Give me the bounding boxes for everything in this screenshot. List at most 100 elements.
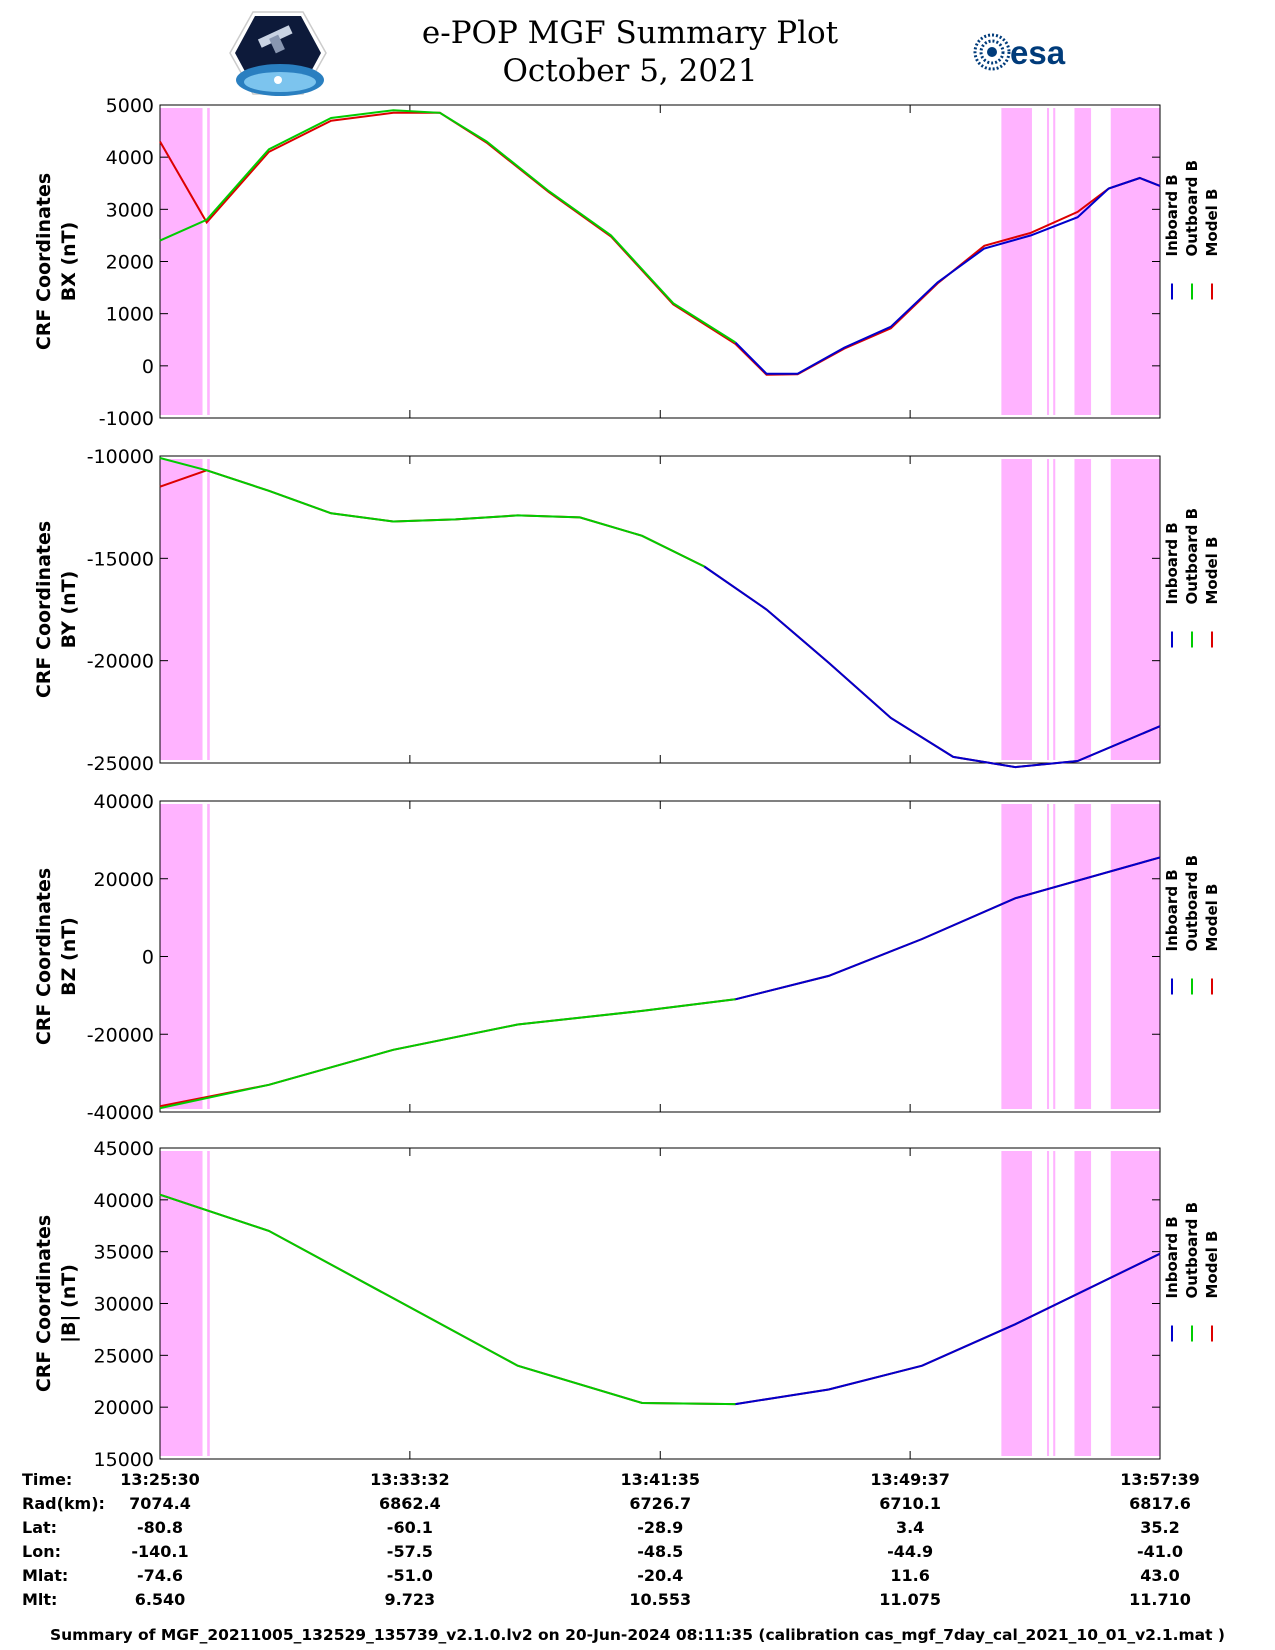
series-line-outboard-b	[159, 1193, 736, 1406]
shaded-interval	[1074, 459, 1092, 760]
stat-value: 35.2	[1140, 1518, 1180, 1537]
shaded-interval	[1110, 459, 1160, 760]
series-line-inboard-b	[734, 176, 1161, 375]
plot-title: e-POP MGF Summary Plot October 5, 2021	[400, 14, 860, 90]
y-tick-label: -1000	[99, 408, 154, 430]
stat-value: 3.4	[895, 1518, 925, 1537]
y-tick-label: 4000	[106, 147, 154, 169]
stat-row-label: Mlt:	[22, 1590, 58, 1609]
stat-value: 6862.4	[378, 1494, 441, 1513]
stat-row-label: Rad(km):	[22, 1494, 105, 1513]
stat-value: -74.6	[136, 1566, 184, 1585]
shaded-interval	[1110, 804, 1160, 1109]
legend-label: Model B	[1203, 884, 1221, 952]
stat-row-label: Lon:	[22, 1542, 61, 1561]
y-tick-label: 0	[142, 947, 154, 969]
y-axis-label: CRF Coordinates	[33, 173, 55, 350]
legend-label: Inboard B	[1163, 869, 1181, 951]
y-tick-label: -20000	[87, 1024, 154, 1046]
stat-value: 13:25:30	[120, 1470, 200, 1489]
y-axis-label: |B| (nT)	[58, 1264, 80, 1343]
stat-value: -48.5	[637, 1542, 684, 1561]
stat-value: -80.8	[136, 1518, 184, 1537]
stat-value: 43.0	[1140, 1566, 1180, 1585]
footer-caption: Summary of MGF_20211005_132529_135739_v2…	[49, 1626, 1226, 1644]
title-line-2: October 5, 2021	[502, 53, 758, 89]
chart-panel-4: 45000 40000 35000 30000 25000 20000 15000 CRF C…	[33, 1138, 1221, 1470]
shaded-interval	[1046, 108, 1050, 415]
shaded-interval	[207, 459, 210, 760]
y-tick-label: 25000	[94, 1345, 154, 1367]
y-tick-label: 40000	[94, 791, 154, 813]
orbit-stats-table: Time: 13:25:30 13:33:32 13:41:35 13:49:37 13:…	[0, 1470, 1275, 1620]
legend-label: Model B	[1203, 1231, 1221, 1299]
y-tick-label: -20000	[87, 651, 154, 673]
stat-value: 9.723	[384, 1590, 436, 1609]
y-tick-label: -15000	[87, 548, 154, 570]
stat-row-label: Time:	[22, 1470, 73, 1489]
y-tick-label: -25000	[87, 753, 154, 775]
chart-panel-2: -10000 -15000 -20000 -25000 CRF Coordinates B…	[33, 446, 1221, 775]
legend-label: Model B	[1203, 189, 1221, 257]
stat-value: -140.1	[131, 1542, 189, 1561]
shaded-interval	[207, 108, 210, 415]
esa-logo: esa	[973, 33, 1066, 71]
stat-row-label: Mlat:	[22, 1566, 69, 1585]
shaded-interval	[1001, 459, 1032, 760]
stat-value: 13:33:32	[370, 1470, 450, 1489]
series-line-inboard-b	[735, 1252, 1161, 1406]
stat-value: -28.9	[637, 1518, 684, 1537]
shaded-interval	[1053, 459, 1056, 760]
shaded-interval	[1074, 1151, 1092, 1456]
stat-value: 6726.7	[629, 1494, 692, 1513]
shaded-interval	[207, 804, 210, 1109]
y-axis-label: CRF Coordinates	[33, 521, 55, 698]
shaded-interval	[1053, 1151, 1056, 1456]
stat-value: -41.0	[1136, 1542, 1184, 1561]
shaded-interval	[1053, 108, 1056, 415]
cassiope-logo	[229, 11, 327, 96]
chart-panel-1: 5000 4000 3000 2000 1000 0 -1000 CRF Coordinate…	[33, 95, 1221, 430]
legend-label: Model B	[1203, 537, 1221, 605]
stat-value: 13:41:35	[620, 1470, 701, 1489]
stat-value: 6817.6	[1129, 1494, 1191, 1513]
series-line-inboard-b	[703, 565, 1161, 769]
stat-row-label: Lat:	[22, 1518, 58, 1537]
shaded-interval	[1046, 804, 1050, 1109]
svg-text:esa: esa	[1010, 34, 1066, 71]
series-line-outboard-b	[159, 457, 705, 568]
shaded-interval	[1074, 804, 1092, 1109]
series-line-outboard-b	[159, 109, 736, 344]
legend-label: Outboard B	[1183, 160, 1201, 257]
y-tick-label: -10000	[87, 446, 154, 468]
y-tick-label: 1000	[106, 304, 154, 326]
stat-value: 7074.4	[129, 1494, 191, 1513]
y-tick-label: 35000	[94, 1242, 154, 1264]
y-tick-label: 30000	[94, 1294, 154, 1316]
stat-value: 13:57:39	[1120, 1470, 1200, 1489]
stat-value: 10.553	[629, 1590, 692, 1609]
y-tick-label: 0	[142, 356, 154, 378]
legend-label: Inboard B	[1163, 1216, 1181, 1298]
y-axis-label: BZ (nT)	[58, 917, 80, 996]
stat-value: 11.710	[1129, 1590, 1191, 1609]
y-axis-label: BY (nT)	[58, 571, 80, 649]
legend-label: Outboard B	[1183, 508, 1201, 605]
shaded-interval	[1001, 1151, 1032, 1456]
y-tick-label: 45000	[94, 1138, 154, 1160]
y-tick-label: 20000	[94, 869, 154, 891]
stat-value: -20.4	[637, 1566, 684, 1585]
stat-value: -51.0	[386, 1566, 433, 1585]
legend-label: Outboard B	[1183, 1202, 1201, 1299]
stat-value: -60.1	[386, 1518, 433, 1537]
y-tick-label: 5000	[106, 95, 154, 117]
stat-value: -57.5	[386, 1542, 433, 1561]
y-tick-label: 40000	[94, 1190, 154, 1212]
shaded-interval	[160, 459, 203, 760]
shaded-interval	[1001, 804, 1032, 1109]
series-line-inboard-b	[735, 856, 1161, 1001]
shaded-interval	[207, 1151, 210, 1456]
chart-panel-3: 40000 20000 0 -20000 -40000 CRF Coordinates BZ…	[33, 791, 1221, 1124]
shaded-interval	[1046, 459, 1050, 760]
legend-label: Inboard B	[1163, 522, 1181, 604]
